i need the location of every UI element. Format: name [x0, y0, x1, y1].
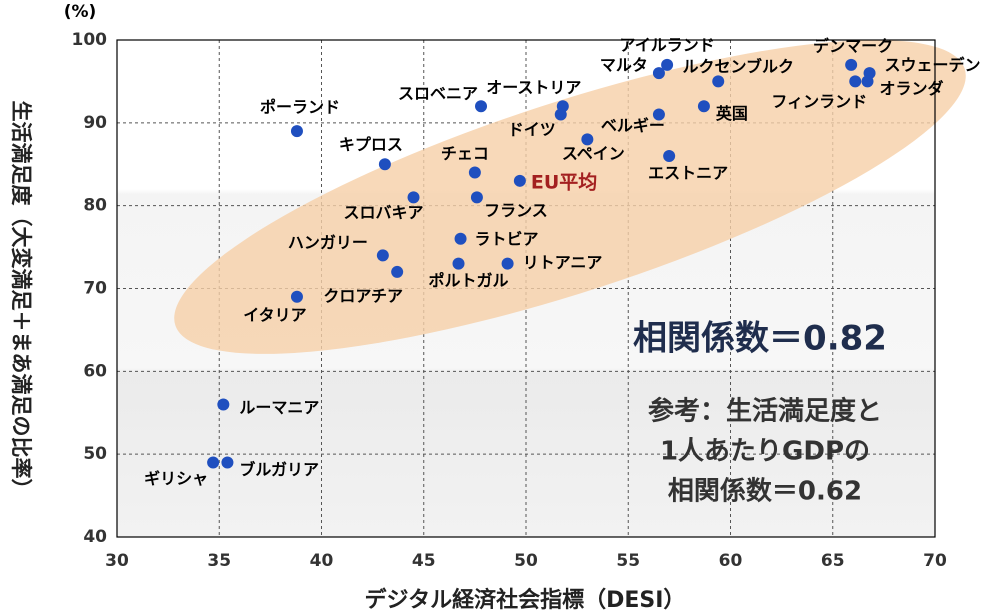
x-tick-label: 45 — [412, 551, 436, 571]
point — [697, 100, 710, 113]
point — [652, 108, 665, 121]
point — [513, 174, 526, 187]
x-tick-label: 65 — [821, 551, 845, 571]
point-label: オランダ — [880, 79, 944, 98]
point-label: フィンランド — [771, 92, 867, 111]
point-label: スロバキア — [344, 203, 424, 222]
point-label: スロベニア — [398, 84, 478, 103]
point — [454, 232, 467, 245]
point — [845, 58, 858, 71]
x-tick-label: 55 — [616, 551, 640, 571]
annotation: 参考：生活満足度と — [648, 396, 882, 427]
point — [712, 75, 725, 88]
y-tick-label: 60 — [83, 361, 107, 381]
point — [452, 257, 465, 270]
y-tick-label: 100 — [72, 30, 108, 50]
point — [861, 75, 874, 88]
y-tick-label: 70 — [83, 279, 107, 299]
y-tick-label: 40 — [83, 527, 107, 547]
point — [290, 125, 303, 138]
x-axis-label: デジタル経済社会指標（DESI） — [365, 587, 686, 613]
point-label: ルーマニア — [239, 398, 319, 417]
point — [849, 75, 862, 88]
point — [661, 58, 674, 71]
point — [376, 249, 389, 262]
point-label: クロアチア — [323, 286, 403, 305]
point-label: エストニア — [648, 163, 728, 182]
x-tick-label: 30 — [105, 551, 129, 571]
point-label: ベルギー — [601, 116, 665, 135]
y-tick-label: 80 — [83, 196, 107, 216]
x-tick-label: 70 — [923, 551, 947, 571]
point-label: ブルガリア — [239, 460, 319, 479]
trend-ellipse — [174, 40, 966, 354]
point-label: オーストリア — [486, 78, 581, 97]
point — [470, 191, 483, 204]
point — [207, 456, 220, 469]
y-unit: (%) — [64, 2, 97, 22]
point-label: ルクセンブルク — [682, 57, 794, 76]
y-axis-label: 生活満足度（大変満足＋まあ満足の比率） — [9, 101, 33, 500]
plot-border — [116, 39, 936, 538]
x-tick-label: 50 — [514, 551, 538, 571]
y-tick-label: 50 — [83, 444, 107, 464]
annotation: 相関係数＝0.82 — [633, 319, 887, 359]
point-label: 英国 — [715, 104, 748, 123]
point-label: ハンガリー — [288, 233, 368, 252]
point — [554, 108, 567, 121]
point-label: ポルトガル — [429, 271, 509, 290]
point-label: チェコ — [441, 144, 489, 163]
annotation: 相関係数＝0.62 — [668, 477, 862, 507]
point-label: リトアニア — [523, 253, 603, 272]
point-label: イタリア — [243, 305, 306, 324]
x-tick-label: 40 — [310, 551, 334, 571]
x-tick-label: 35 — [207, 551, 231, 571]
point-label: キプロス — [339, 135, 403, 154]
point-label: ドイツ — [508, 120, 556, 139]
point-label: デンマーク — [813, 36, 893, 55]
point-label: マルタ — [600, 56, 648, 75]
point — [407, 191, 420, 204]
y-tick-label: 90 — [83, 113, 107, 133]
point — [221, 456, 234, 469]
point-label: ギリシャ — [144, 469, 208, 488]
point-label: ラトビア — [475, 229, 539, 248]
point — [501, 257, 514, 270]
point-label: アイルランド — [620, 35, 715, 54]
point-label: フランス — [484, 201, 548, 220]
point — [217, 398, 230, 411]
point — [475, 100, 488, 113]
point-label: ポーランド — [260, 98, 340, 117]
point-label: EU平均 — [531, 170, 597, 193]
x-tick-label: 60 — [719, 551, 743, 571]
point-label: スウェーデン — [885, 56, 981, 75]
point — [391, 265, 404, 278]
point — [652, 67, 665, 80]
point — [581, 133, 594, 146]
point — [290, 290, 303, 303]
annotation: 1人あたりGDPの — [660, 437, 870, 467]
point — [663, 149, 676, 162]
point — [378, 158, 391, 171]
point-label: スペイン — [562, 144, 625, 163]
point — [468, 166, 481, 179]
